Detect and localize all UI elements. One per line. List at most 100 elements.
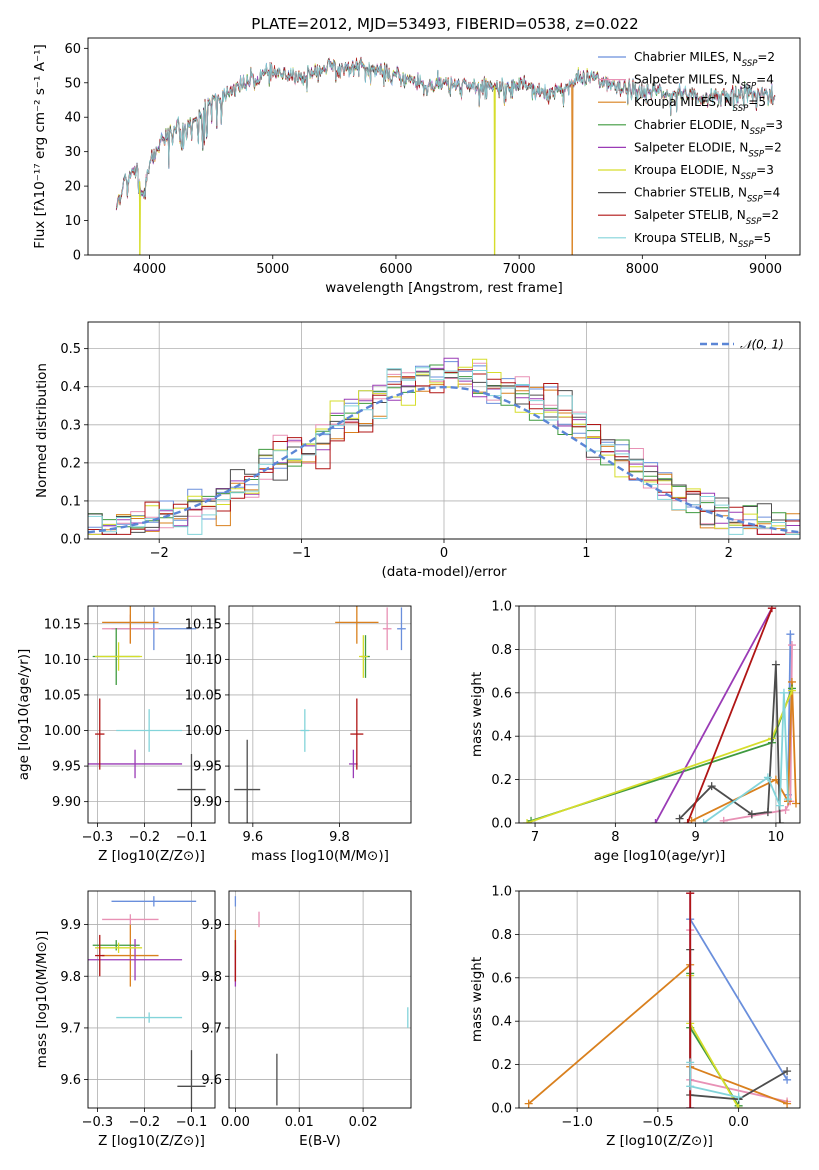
x-tick-label: 0.01: [285, 1115, 314, 1130]
x-tick-label: 0.00: [221, 1115, 250, 1130]
y-tick-label: 0.2: [491, 773, 512, 788]
weight-marker: [683, 819, 692, 823]
x-tick-label: 9000: [749, 262, 782, 277]
y-tick-label: 10.05: [44, 688, 81, 703]
data-point-5: [95, 942, 143, 953]
axes-frame: [87, 321, 801, 540]
y-tick-label: 9.8: [201, 970, 222, 985]
x-axis-label: mass [log10(M/M⊙)]: [251, 848, 389, 864]
y-tick-label: 10.15: [44, 617, 81, 632]
data-point-7: [350, 698, 364, 770]
weight-marker: [763, 808, 772, 817]
plot-area: [234, 896, 409, 1106]
y-axis-label: Normed distribution: [34, 363, 50, 498]
axes-frame: [518, 890, 801, 1109]
y-tick-label: 0.6: [491, 686, 512, 701]
weight-marker: [787, 641, 796, 650]
legend-entry: Chabrier STELIB, NSSP=4: [634, 186, 780, 205]
data-point-8: [300, 709, 310, 752]
y-tick-label: 0.0: [491, 1102, 512, 1117]
y-tick-label: 0.0: [491, 817, 512, 832]
plot-area: [523, 606, 800, 823]
weight-marker: [523, 819, 532, 823]
x-tick-label: −0.3: [82, 1115, 114, 1130]
weight-marker: [651, 819, 660, 823]
y-tick-label: 50: [64, 76, 81, 91]
mass-weight-vs-age-panel: 7 8 9 10 0.0 0.2 0.4 0.6 0.8 1.0 age [log10(age/yr…: [469, 600, 801, 864]
axes-frame: [87, 890, 216, 1109]
x-tick-label: 9: [691, 830, 699, 845]
data-point-6: [177, 1050, 206, 1108]
plot-area: [524, 891, 792, 1108]
x-tick-label: 2: [725, 546, 733, 561]
legend-entry: Kroupa STELIB, NSSP=5: [634, 231, 771, 250]
weight-marker: [719, 816, 728, 823]
weight-marker: [781, 805, 790, 814]
x-tick-label: 7: [531, 830, 539, 845]
plot-area: [88, 357, 800, 535]
y-tick-label: 10.10: [44, 653, 81, 668]
weight-marker: [734, 1093, 743, 1102]
y-tick-label: 0.0: [60, 533, 81, 548]
histogram-step-8: [88, 367, 800, 535]
y-axis-label: mass [log10(M/M⊙)]: [34, 931, 50, 1069]
x-tick-label: 8: [611, 830, 619, 845]
y-tick-label: 10.00: [185, 724, 222, 739]
x-tick-label: 1: [582, 546, 590, 561]
y-tick-label: 9.9: [60, 918, 81, 933]
weight-marker: [707, 782, 716, 791]
weight-marker: [779, 688, 788, 697]
x-tick-label: 8000: [626, 262, 659, 277]
weight-marker: [783, 1067, 792, 1076]
legend-entry: Chabrier MILES, NSSP=2: [634, 50, 775, 69]
figure-title: PLATE=2012, MJD=53493, FIBERID=0538, z=0…: [251, 15, 638, 33]
grid-lines: [88, 891, 215, 1108]
x-tick-label: 4000: [133, 262, 166, 277]
x-tick-label: 10: [768, 830, 785, 845]
histogram-step-7: [88, 369, 800, 535]
y-tick-label: 0.2: [491, 1058, 512, 1073]
weight-marker: [686, 1104, 695, 1108]
data-point-2: [335, 606, 379, 644]
weight-marker: [775, 819, 784, 823]
x-tick-label: 0.02: [349, 1115, 378, 1130]
grid-lines: [229, 891, 411, 1108]
weight-marker: [686, 1082, 695, 1091]
weight-marker: [524, 1099, 533, 1108]
age-vs-mass-panel: 9.6 9.8 9.90 9.95 10.00 10.05 10.10 10.15 mass […: [185, 605, 412, 864]
data-point-8: [116, 1012, 183, 1023]
x-tick-label: 5000: [256, 262, 289, 277]
y-tick-label: 20: [64, 180, 81, 195]
axes-frame: [228, 605, 412, 824]
x-axis-label: Z [log10(Z/Z⊙)]: [606, 1133, 713, 1149]
axes-frame: [228, 890, 412, 1109]
data-point-1: [382, 607, 392, 651]
data-point-4: [88, 939, 183, 981]
y-tick-label: 9.9: [201, 918, 222, 933]
data-point-4: [88, 749, 183, 779]
grid-lines: [229, 606, 411, 823]
y-tick-label: 9.7: [201, 1021, 222, 1036]
data-point-6: [234, 739, 261, 823]
y-tick-label: 60: [64, 42, 81, 57]
data-point-7: [95, 934, 105, 977]
y-tick-label: 10.15: [185, 617, 222, 632]
data-point-0: [111, 896, 197, 907]
x-tick-label: 9.6: [242, 830, 263, 845]
x-axis-label: Z [log10(Z/Z⊙)]: [98, 1133, 205, 1149]
y-tick-label: 9.95: [193, 760, 222, 775]
grid-lines: [88, 606, 215, 823]
weight-marker: [783, 795, 792, 804]
x-tick-label: −0.5: [642, 1115, 674, 1130]
axes-frame: [87, 605, 216, 824]
x-tick-label: −1: [292, 546, 311, 561]
spectrum-panel: 4000 5000 6000 7000 8000 9000 0 10 20 30 40 50 60 wav…: [32, 37, 801, 296]
weight-marker: [775, 801, 784, 810]
y-tick-label: 30: [64, 145, 81, 160]
x-tick-label: −0.2: [129, 830, 161, 845]
y-axis-label: mass weight: [469, 672, 485, 757]
y-tick-label: 9.90: [52, 795, 81, 810]
x-tick-label: −0.2: [129, 1115, 161, 1130]
y-tick-label: 1.0: [491, 600, 512, 615]
